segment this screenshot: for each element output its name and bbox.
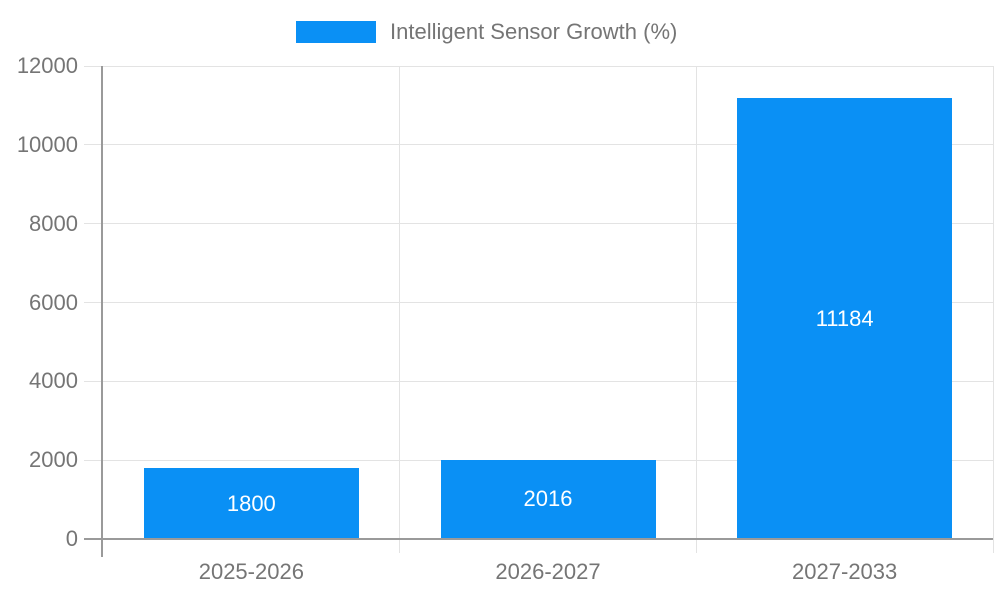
x-axis-line <box>84 537 993 540</box>
y-tick-label-0: 0 <box>65 526 78 551</box>
x-category-label: 2027-2033 <box>792 559 898 584</box>
gridline-x-1 <box>399 66 401 553</box>
bar-2027-2033[interactable] <box>737 98 953 539</box>
chart-legend[interactable]: Intelligent Sensor Growth (%) <box>296 19 678 44</box>
bar-2026-2027[interactable] <box>440 459 656 539</box>
bar-2025-2026[interactable] <box>143 468 359 539</box>
legend-swatch <box>296 21 376 43</box>
bar-value-label: 2016 <box>523 486 573 512</box>
y-tick-label-8000: 8000 <box>29 210 78 236</box>
bar-value-label: 1800 <box>226 490 276 516</box>
y-tick-label-4000: 4000 <box>29 368 78 394</box>
gridline-x-3 <box>992 66 994 553</box>
gridline-x-2 <box>695 66 697 553</box>
y-axis-line <box>101 66 103 557</box>
y-tick-label-2000: 2000 <box>29 447 78 473</box>
x-category-label: 2026-2027 <box>495 559 601 584</box>
y-tick-label-6000: 6000 <box>29 289 78 315</box>
x-category-label: 2025-2026 <box>198 559 304 584</box>
gridline-y-6000 <box>84 302 993 303</box>
gridline-y-4000 <box>84 380 993 382</box>
y-tick-label-12000: 12000 <box>16 53 78 78</box>
bar-value-label: 11184 <box>815 305 874 331</box>
legend-label: Intelligent Sensor Growth (%) <box>390 19 678 44</box>
y-tick-label-10000: 10000 <box>16 131 78 157</box>
gridline-y-12000 <box>84 65 993 67</box>
gridline-y-8000 <box>84 223 993 225</box>
gridline-y-10000 <box>84 144 993 146</box>
